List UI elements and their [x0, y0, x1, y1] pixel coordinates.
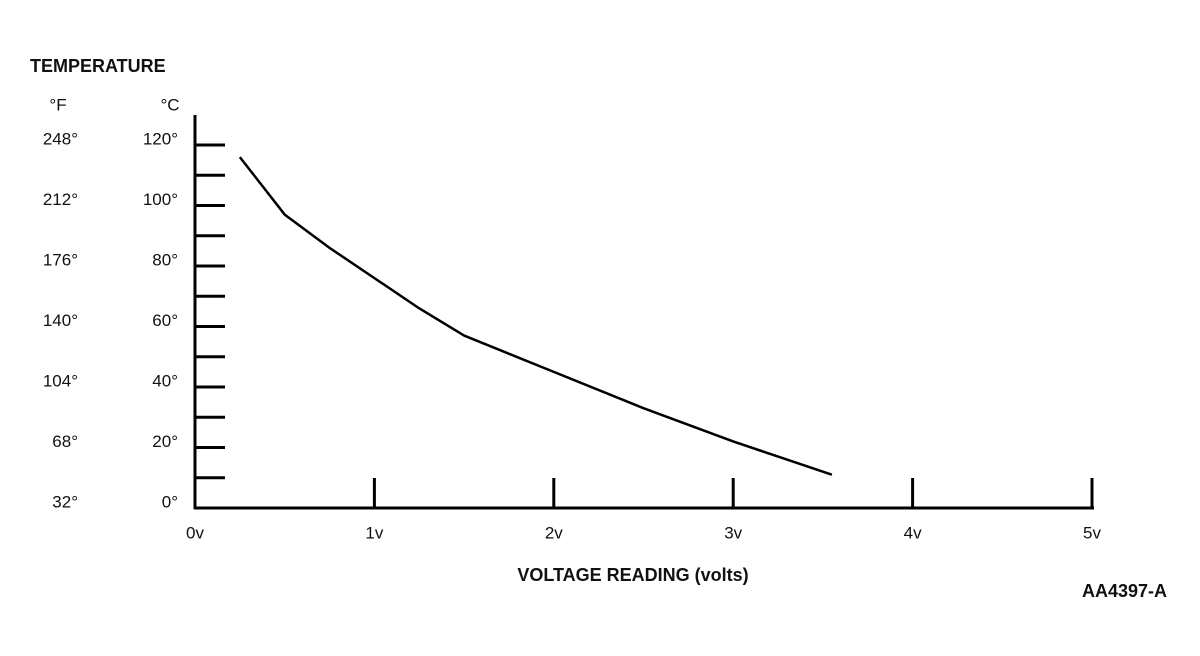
x-tick-label: 3v — [724, 523, 742, 542]
x-tick-label: 0v — [186, 523, 204, 542]
y2-tick-label: 176° — [43, 250, 78, 269]
y2-unit: °F — [49, 95, 66, 114]
y2-tick-label: 32° — [52, 492, 78, 511]
y2-tick-label: 212° — [43, 190, 78, 209]
y2-tick-label: 248° — [43, 129, 78, 148]
x-tick-label: 4v — [904, 523, 922, 542]
y-tick-label: 40° — [152, 371, 178, 390]
x-tick-label: 1v — [365, 523, 383, 542]
x-label: VOLTAGE READING (volts) — [517, 565, 748, 585]
y-title: TEMPERATURE — [30, 56, 166, 76]
y2-tick-label: 104° — [43, 371, 78, 390]
y-tick-label: 80° — [152, 250, 178, 269]
y-tick-label: 0° — [162, 492, 178, 511]
y-unit: °C — [160, 95, 179, 114]
y-tick-label: 20° — [152, 432, 178, 451]
x-tick-label: 5v — [1083, 523, 1101, 542]
data-line — [238, 156, 833, 476]
y2-tick-label: 140° — [43, 311, 78, 330]
y-tick-label: 120° — [143, 129, 178, 148]
y2-tick-label: 68° — [52, 432, 78, 451]
annotation: AA4397-A — [1082, 581, 1167, 601]
y-tick-label: 60° — [152, 311, 178, 330]
y-tick-label: 100° — [143, 190, 178, 209]
x-tick-label: 2v — [545, 523, 563, 542]
